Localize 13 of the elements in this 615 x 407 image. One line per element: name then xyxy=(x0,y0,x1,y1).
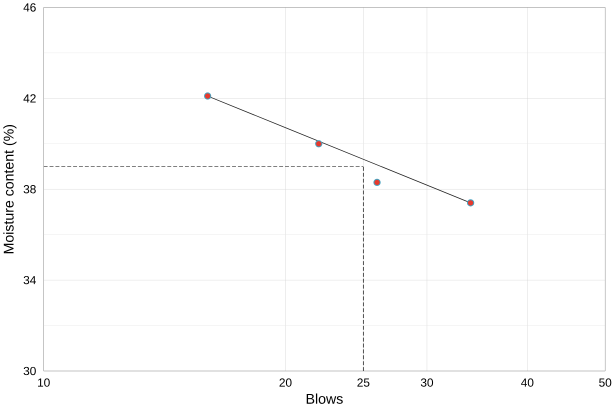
y-tick-label: 42 xyxy=(23,94,36,102)
y-axis-title: Moisture content (%) xyxy=(3,124,16,254)
y-tick-label: 30 xyxy=(24,366,36,376)
y-tick-label: 34 xyxy=(24,276,36,284)
y-tick-label: 38 xyxy=(24,185,36,194)
y-tick-label: 46 xyxy=(23,3,36,12)
x-tick-label: 30 xyxy=(420,378,434,387)
x-tick-label: 40 xyxy=(521,378,534,387)
x-tick-label: 25 xyxy=(357,378,370,387)
x-tick-label: 20 xyxy=(280,378,292,387)
x-tick-label: 50 xyxy=(599,378,612,387)
x-axis-title: Blows xyxy=(306,393,343,404)
x-tick-label: 10 xyxy=(38,378,50,387)
